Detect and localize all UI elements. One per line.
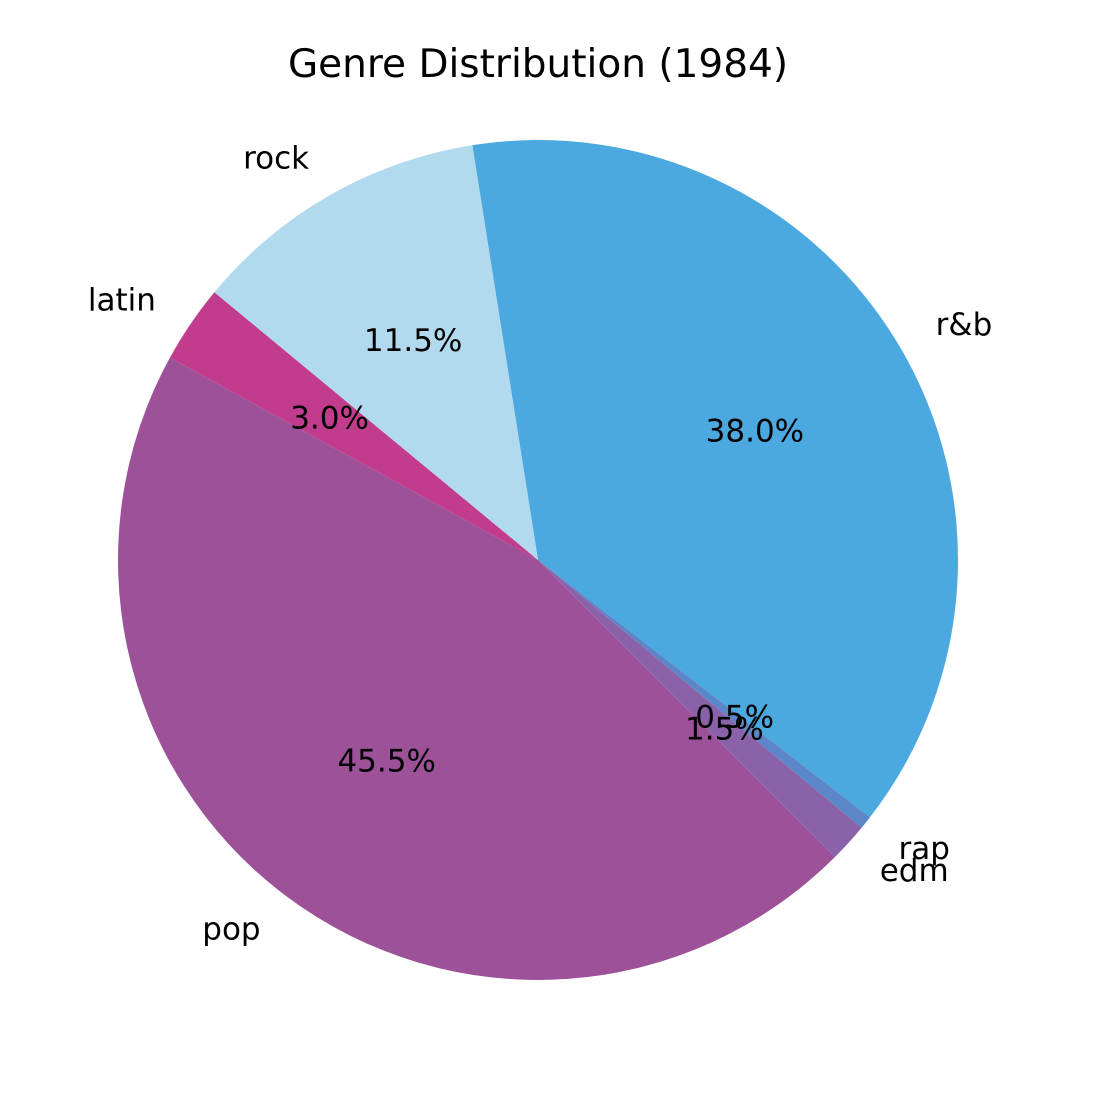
percent-label-latin: 3.0% — [290, 400, 369, 436]
slice-label-rap: rap — [899, 831, 950, 867]
pie-slices — [118, 139, 959, 980]
pie-slice-r-b — [472, 139, 959, 818]
percent-labels: 38.0% 0.5%1.5% 45.5% 3.0% 11.5% — [290, 323, 804, 779]
slice-label-edm: edm — [880, 853, 949, 889]
chart-title: Genre Distribution (1984) — [288, 42, 788, 87]
percent-label-r-b: 38.0% — [706, 414, 804, 450]
pie-slice-edm — [538, 560, 862, 857]
slice-label-r-b: r&b — [936, 307, 993, 343]
slice-label-pop: pop — [202, 911, 260, 947]
percent-label-pop: 45.5% — [337, 744, 435, 780]
pie-slice-latin — [169, 292, 538, 560]
slice-label-rock: rock — [243, 141, 309, 177]
pie-slice-rock — [214, 145, 538, 561]
percent-label-rock: 11.5% — [364, 323, 462, 359]
slice-label-latin: latin — [88, 282, 156, 318]
pie-slice-rap — [538, 560, 870, 828]
percent-label-rap: 0.5% — [695, 700, 774, 736]
percent-label-edm: 1.5% — [685, 712, 764, 748]
pie-slice-pop — [118, 357, 835, 980]
